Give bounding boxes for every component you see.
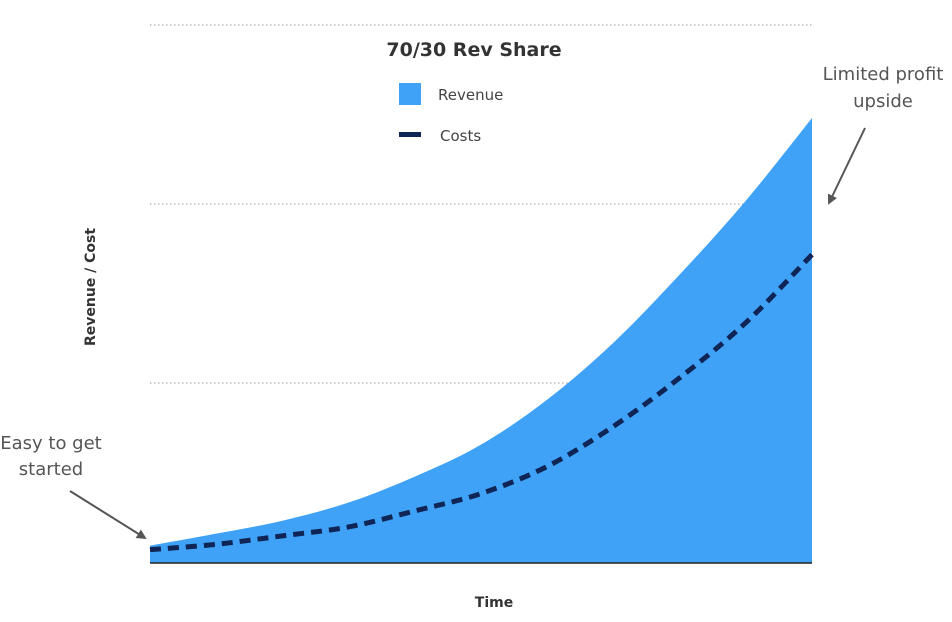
annotation-easy-start-line2: started: [19, 459, 83, 480]
legend-costs-label: Costs: [440, 127, 481, 145]
annotation-limited-profit: Limited profit upside: [823, 64, 944, 205]
annotation-limited-profit-arrow: [827, 127, 866, 205]
legend-revenue-swatch: [399, 83, 421, 105]
annotation-easy-start-line1: Easy to get: [0, 433, 102, 454]
annotation-easy-start-arrow: [69, 490, 147, 540]
chart-title: 70/30 Rev Share: [386, 39, 561, 61]
costs-line: [149, 252, 814, 553]
legend: Revenue Costs: [399, 83, 503, 145]
annotation-limited-profit-line1: Limited profit: [823, 64, 944, 85]
revenue-area: [150, 118, 812, 563]
annotation-easy-start: Easy to get started: [0, 433, 147, 540]
annotation-limited-profit-line2: upside: [853, 91, 913, 112]
legend-costs-swatch: [399, 132, 421, 137]
revenue-area-layer: [150, 118, 812, 563]
y-axis-label: Revenue / Cost: [83, 228, 99, 346]
x-axis-label: Time: [475, 595, 513, 611]
costs-line-layer: [149, 252, 814, 553]
legend-revenue-label: Revenue: [438, 86, 503, 104]
